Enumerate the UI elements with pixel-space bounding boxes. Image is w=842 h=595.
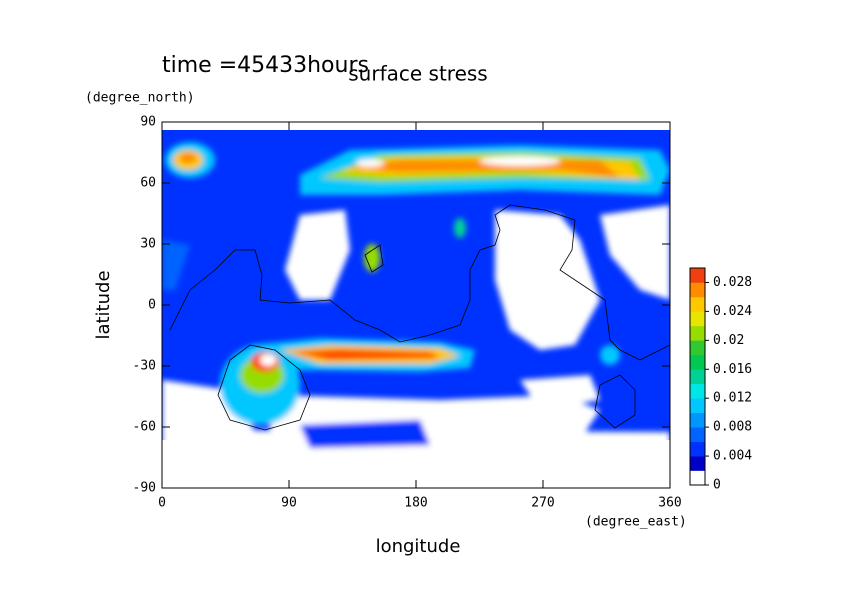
y-unit: (degree_north) xyxy=(85,91,195,106)
colorbar-tick-label: 0.024 xyxy=(713,304,752,319)
coastlines xyxy=(169,204,671,431)
colorbar-tick-label: 0.008 xyxy=(713,420,752,435)
y-axis-label: latitude xyxy=(93,270,114,339)
y-tick-label: -30 xyxy=(133,359,156,374)
colorbar-tick-label: 0.028 xyxy=(713,275,752,290)
colorbar-band xyxy=(690,296,705,312)
colorbar-band xyxy=(690,412,705,428)
colorbar-band xyxy=(690,268,705,283)
title: surface stress xyxy=(348,62,487,86)
contour-field xyxy=(162,130,670,488)
y-tick-label: 90 xyxy=(140,115,156,130)
colorbar-tick-label: 0.02 xyxy=(713,333,744,348)
colorbar-band xyxy=(690,282,705,298)
x-tick-label: 0 xyxy=(158,496,166,511)
colorbar-band xyxy=(690,325,705,341)
x-tick-label: 360 xyxy=(658,496,681,511)
x-tick-label: 180 xyxy=(404,496,427,511)
colorbar-band xyxy=(690,383,705,399)
colorbar-band xyxy=(690,311,705,327)
y-tick-label: 60 xyxy=(140,176,156,191)
colorbar-band xyxy=(690,427,705,442)
y-tick-label: -60 xyxy=(133,420,156,435)
colorbar-band xyxy=(690,340,705,356)
colorbar-frame xyxy=(689,267,706,486)
colorbar-band xyxy=(690,470,705,486)
subtitle: time =45433hours xyxy=(162,53,369,78)
x-tick-label: 90 xyxy=(281,496,297,511)
colorbar-band xyxy=(690,456,705,471)
y-tick-label: -90 xyxy=(133,481,156,496)
x-unit: (degree_east) xyxy=(585,515,687,530)
x-tick-label: 270 xyxy=(531,496,554,511)
y-tick-label: 0 xyxy=(148,298,156,313)
y-tick-label: 30 xyxy=(140,237,156,252)
x-axis-label: longitude xyxy=(376,536,461,557)
colorbar-tick-label: 0.012 xyxy=(713,391,752,406)
colorbar-band xyxy=(690,398,705,413)
colorbar-band xyxy=(690,441,705,457)
colorbar-band xyxy=(690,369,705,385)
colorbar-tick-label: 0.016 xyxy=(713,362,752,377)
colorbar-tick-label: 0 xyxy=(713,478,721,493)
colorbar-band xyxy=(690,354,705,370)
colorbar-tick-label: 0.004 xyxy=(713,449,752,464)
